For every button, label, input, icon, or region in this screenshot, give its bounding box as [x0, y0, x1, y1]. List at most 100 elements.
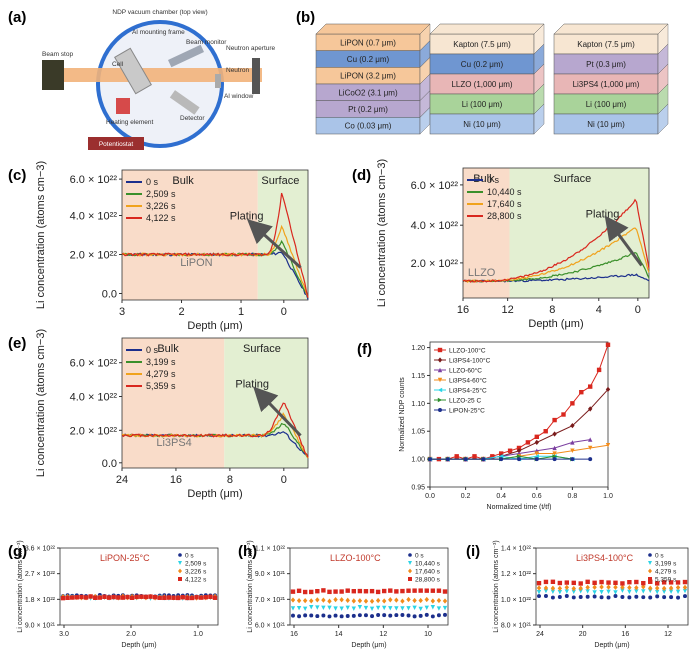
marker-square: [430, 588, 436, 593]
marker-diamond: [327, 598, 332, 604]
legend-label: Li3PS4-25°C: [449, 387, 487, 395]
marker-square: [668, 580, 674, 585]
marker-triangle-down: [627, 589, 632, 595]
plating-label: Plating: [586, 208, 620, 220]
marker-square: [88, 594, 93, 599]
chart-title: Li3PS4-100°C: [576, 553, 634, 563]
legend-label: 28,800 s: [487, 211, 522, 221]
y-axis-label: Li concentration (atoms cm−3): [376, 159, 388, 307]
marker-square: [375, 589, 381, 595]
marker-triangle-down: [369, 606, 375, 612]
marker-circle: [676, 595, 681, 600]
marker-square: [65, 595, 70, 600]
layer-label: LiPON (0.7 μm): [340, 38, 396, 47]
x-tick-label: 0: [635, 304, 641, 316]
marker-square: [357, 588, 363, 594]
marker-triangle-down: [424, 605, 429, 611]
legend-label: 0 s: [146, 345, 159, 355]
neutron-aperture: [252, 58, 260, 94]
marker-circle: [315, 614, 320, 619]
marker-square: [599, 579, 604, 585]
marker-square: [321, 588, 326, 593]
marker-square: [552, 417, 557, 423]
panel-label-c: (c): [8, 167, 26, 184]
marker-square: [345, 588, 350, 593]
marker-circle: [683, 594, 687, 599]
panel-i-chart: 8.0 × 10²¹ 1.0 × 10²² 1.2 × 10²² 1.4 × 10²²…: [493, 540, 689, 649]
label-aperture: Neutron aperture: [226, 45, 276, 52]
marker-diamond: [661, 585, 667, 592]
bulk-label: Bulk: [157, 343, 179, 355]
marker-triangle-down: [406, 606, 411, 611]
marker-triangle-down: [437, 377, 443, 383]
marker-square: [578, 581, 583, 586]
stack-top-face: [553, 23, 669, 35]
marker-circle: [564, 594, 569, 598]
marker-diamond: [351, 598, 356, 604]
marker-circle: [606, 595, 611, 600]
x-axis-label: Depth (μm): [528, 318, 583, 330]
marker-triangle-down: [339, 606, 344, 611]
x-axis-label: Depth (μm): [187, 320, 242, 332]
marker-square: [442, 589, 448, 594]
marker-square: [194, 595, 199, 600]
y-tick-label: 8.0 × 10²¹: [501, 623, 532, 630]
marker-diamond: [605, 386, 611, 393]
marker-square: [166, 595, 172, 600]
marker-square: [388, 588, 393, 593]
layer-stack-3: Kapton (7.5 μm) Pt (0.3 μm) Li3PS4 (1,000 …: [553, 23, 669, 135]
chamber-title: NDP vacuum chamber (top view): [112, 9, 207, 16]
legend-label: LLZO-25 C: [449, 398, 481, 405]
y-tick-label: 3.6 × 10²²: [25, 546, 56, 553]
layer-label: Kapton (7.5 μm): [453, 40, 511, 49]
legend-label: 28,800 s: [415, 576, 441, 583]
marker-diamond: [570, 423, 575, 429]
marker-diamond: [408, 568, 412, 574]
marker-circle: [599, 595, 604, 600]
legend-label: 0 s: [415, 552, 424, 559]
beam-stop: [42, 60, 64, 90]
marker-diamond: [394, 597, 399, 603]
marker-square: [327, 589, 332, 595]
marker-square: [157, 595, 162, 600]
x-tick-label: 0.2: [461, 493, 471, 500]
y-tick-label: 4.0 × 10²²: [411, 220, 459, 232]
marker-square: [406, 588, 411, 593]
marker-circle: [592, 594, 597, 599]
marker-diamond: [564, 584, 570, 591]
marker-square: [120, 595, 126, 600]
bulk-region: [463, 168, 510, 298]
panel-c-plot: Bulk Surface 0.0 2.0 × 10²² 4.0 × 10²² 6.0 × …: [35, 161, 309, 332]
layer-label: Kapton (7.5 μm): [577, 40, 635, 49]
marker-circle: [481, 457, 486, 462]
bulk-region: [122, 338, 225, 468]
label-cell: Cell: [112, 61, 124, 68]
marker-square: [60, 595, 66, 601]
y-tick-label: 1.8 × 10²²: [25, 597, 56, 604]
marker-circle: [517, 457, 521, 462]
panel-label-g: (g): [8, 543, 27, 560]
marker-square: [648, 579, 653, 584]
marker-square: [143, 594, 149, 600]
marker-circle: [634, 594, 639, 599]
marker-circle: [178, 553, 182, 557]
layer-label: Co (0.03 μm): [345, 122, 392, 131]
panel-label-h: (h): [238, 543, 257, 560]
marker-square: [571, 580, 576, 586]
bulk-region: [122, 170, 258, 300]
label-neutron: Neutron: [226, 67, 250, 74]
layer-label: Ni (10 μm): [463, 120, 501, 129]
x-tick-label: 0: [281, 474, 287, 486]
marker-circle: [543, 594, 548, 598]
marker-circle: [351, 613, 356, 618]
marker-circle: [620, 594, 625, 599]
x-tick-label: 3: [119, 306, 125, 318]
marker-triangle-down: [363, 605, 369, 611]
x-axis-label: Depth (μm): [351, 642, 386, 649]
y-tick-label: 1.0 × 10²²: [501, 597, 532, 604]
panel-label-e: (e): [8, 335, 26, 352]
marker-circle: [303, 613, 308, 618]
marker-diamond: [571, 585, 576, 592]
y-tick-label: 1.15: [411, 373, 425, 380]
x-tick-label: 4: [596, 304, 602, 316]
